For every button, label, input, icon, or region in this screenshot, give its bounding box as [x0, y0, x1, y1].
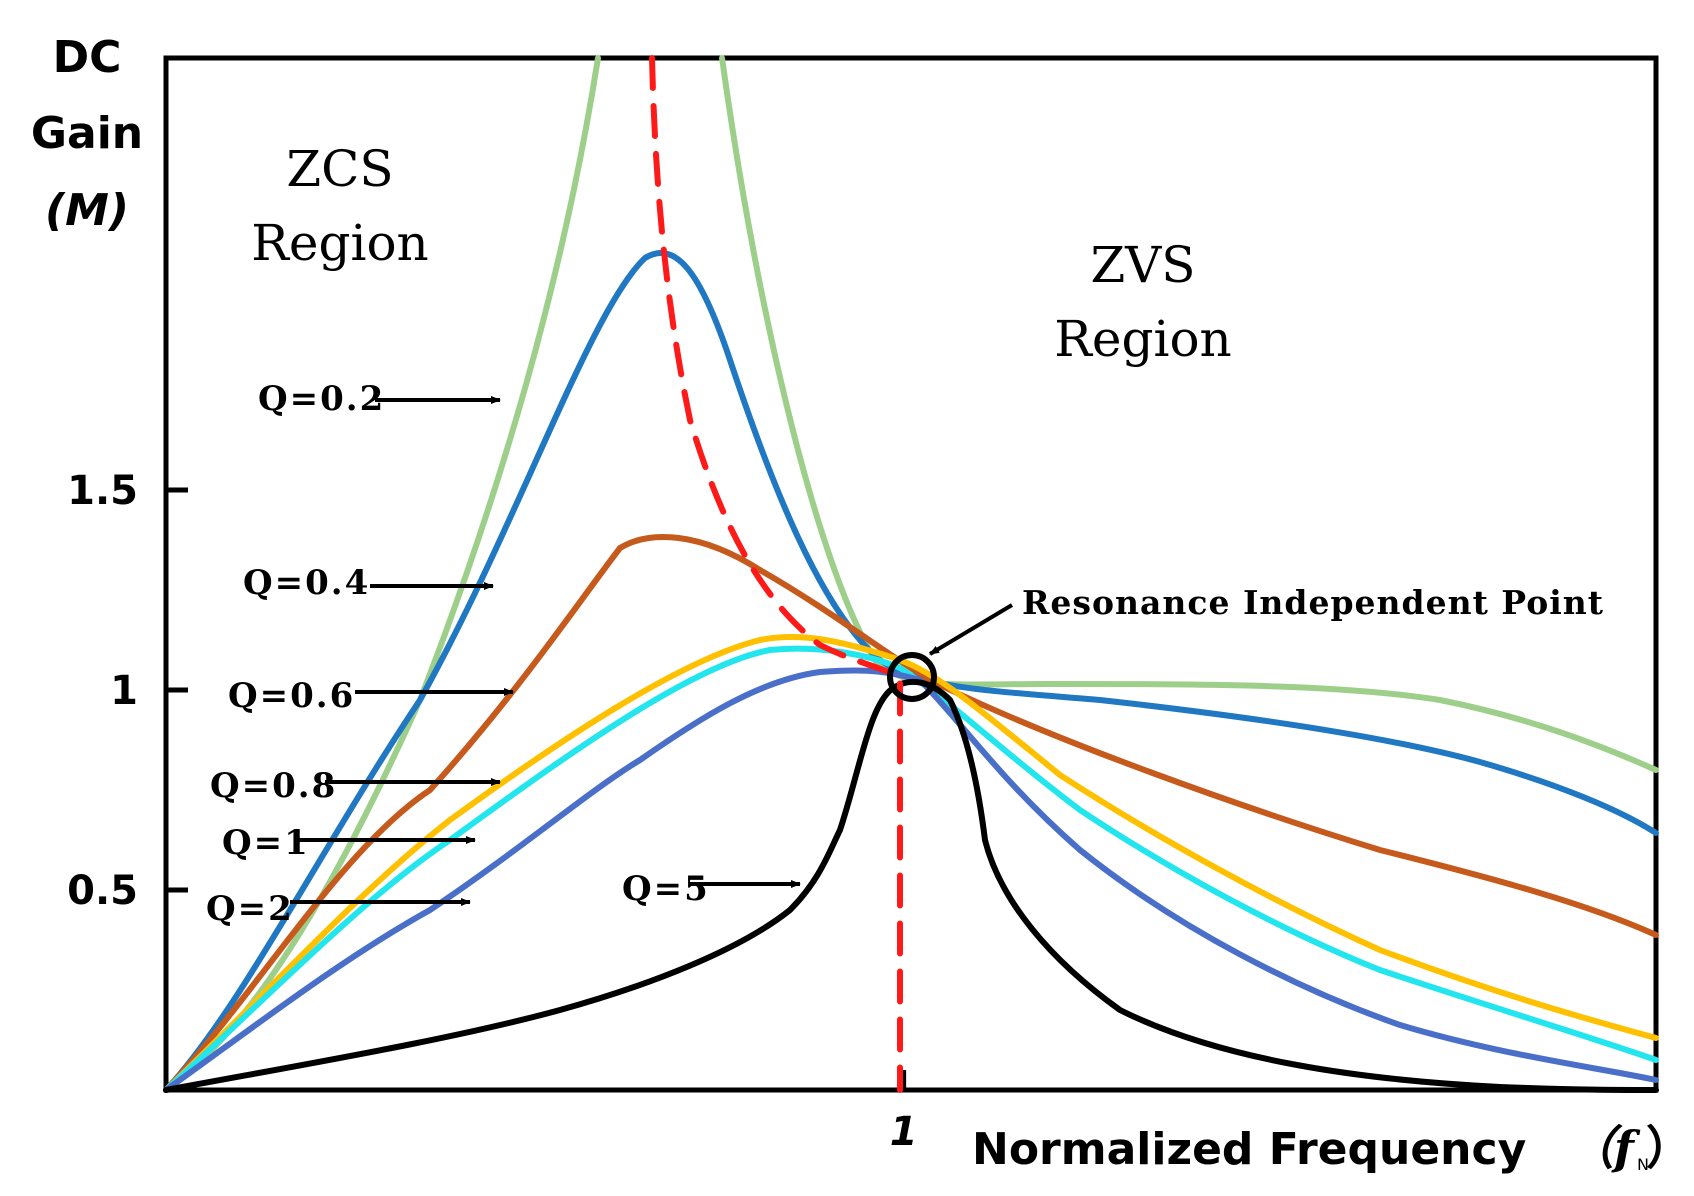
x-axis-title: Normalized Frequency: [972, 1124, 1526, 1175]
dc-gain-chart: DC Gain (M) 0.5 1 1.5 1 ZCS Region ZVS Reg…: [0, 0, 1694, 1196]
zcs-region-label-line1: ZCS: [286, 140, 393, 198]
series-label-q-1: Q=1: [222, 823, 310, 863]
y-tick-label: 1.5: [67, 468, 138, 514]
y-axis-title-line3: (M): [45, 185, 129, 236]
x-ticks: 1: [890, 1070, 918, 1155]
series-line-peak-boundary: [652, 58, 900, 1090]
y-axis-title-line2: Gain: [31, 108, 143, 159]
series-label-q-0-8: Q=0.8: [210, 766, 337, 806]
y-tick-label: 0.5: [67, 868, 138, 914]
series-label-q-5: Q=5: [622, 869, 710, 909]
y-ticks: 0.5 1 1.5: [67, 468, 188, 914]
y-tick-label: 1: [110, 668, 138, 714]
zvs-region-label-line1: ZVS: [1090, 236, 1195, 294]
resonance-point-arrow: [930, 605, 1012, 654]
x-axis-symbol-close: ）: [1646, 1121, 1692, 1175]
series-label-q-0-6: Q=0.6: [228, 676, 355, 716]
x-tick-label: 1: [890, 1109, 918, 1155]
series-label-q-0-2: Q=0.2: [258, 379, 385, 419]
resonance-point-label: Resonance Independent Point: [1022, 583, 1604, 622]
x-axis-symbol: （f: [1568, 1121, 1641, 1175]
series-label-q-2: Q=2: [206, 889, 294, 929]
zcs-region-label-line2: Region: [251, 214, 429, 272]
series-line-q-2: [166, 670, 1656, 1090]
y-axis-title-line1: DC: [53, 32, 122, 83]
zvs-region-label-line2: Region: [1054, 310, 1232, 368]
series-label-q-0-4: Q=0.4: [243, 563, 370, 603]
series-curves: [166, 58, 1656, 1090]
